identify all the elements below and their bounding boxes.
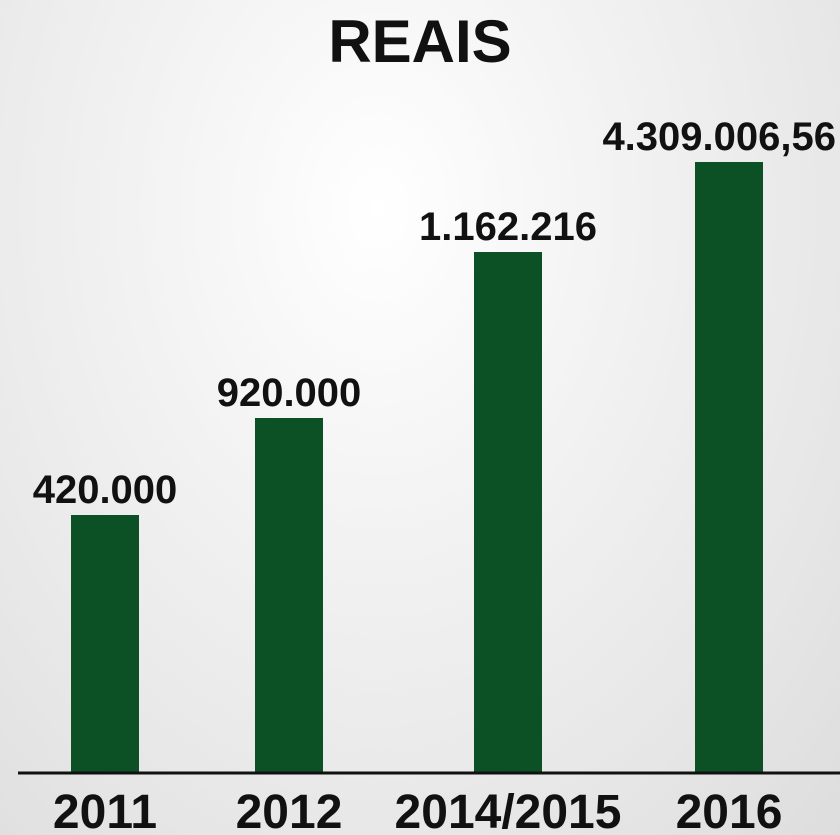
labels-layer: 420.000 2011 920.000 2012 1.162.216 2014/2015… xyxy=(33,115,836,835)
value-label-2: 1.162.216 xyxy=(419,205,597,249)
value-label-1: 920.000 xyxy=(217,371,362,415)
value-label-3: 4.309.006,56 xyxy=(602,115,836,159)
category-label-1: 2012 xyxy=(236,786,343,835)
chart-title: REAIS xyxy=(328,8,511,75)
bar-2 xyxy=(474,252,542,773)
bar-3 xyxy=(695,162,763,773)
category-label-3: 2016 xyxy=(676,786,783,835)
value-label-0: 420.000 xyxy=(33,468,178,512)
category-label-2: 2014/2015 xyxy=(395,786,622,835)
bars-layer xyxy=(71,162,763,773)
category-label-0: 2011 xyxy=(53,786,157,835)
bar-1 xyxy=(255,418,323,773)
bar-0 xyxy=(71,515,139,773)
